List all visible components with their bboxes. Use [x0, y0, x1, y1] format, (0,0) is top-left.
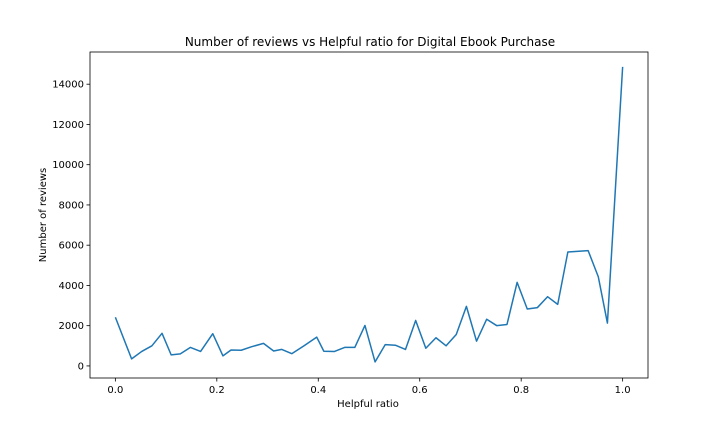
y-tick-label: 0 — [78, 361, 84, 372]
chart-title: Number of reviews vs Helpful ratio for D… — [185, 35, 555, 49]
y-tick-label: 12000 — [52, 120, 84, 131]
y-tick-label: 2000 — [59, 321, 84, 332]
x-tick-label: 1.0 — [615, 385, 631, 396]
x-axis-label: Helpful ratio — [337, 399, 399, 410]
ticks-layer: 0.0 0.2 0.4 0.6 0.8 1.0 0 2000 4000 6000 8000 10000… — [52, 80, 630, 396]
y-tick-label: 4000 — [59, 281, 84, 292]
y-tick-label: 6000 — [59, 241, 84, 252]
x-tick-label: 0.0 — [107, 385, 123, 396]
y-tick-label: 14000 — [52, 80, 84, 91]
x-tick-label: 0.2 — [209, 385, 225, 396]
series-line — [114, 66, 624, 363]
series-layer — [114, 66, 624, 363]
y-axis-label: Number of reviews — [38, 168, 49, 262]
x-tick-label: 0.8 — [513, 385, 529, 396]
x-tick-label: 0.4 — [310, 385, 326, 396]
y-tick-label: 10000 — [52, 160, 84, 171]
plot-frame — [89, 51, 649, 379]
y-tick-label: 8000 — [59, 200, 84, 211]
x-tick-label: 0.6 — [412, 385, 428, 396]
